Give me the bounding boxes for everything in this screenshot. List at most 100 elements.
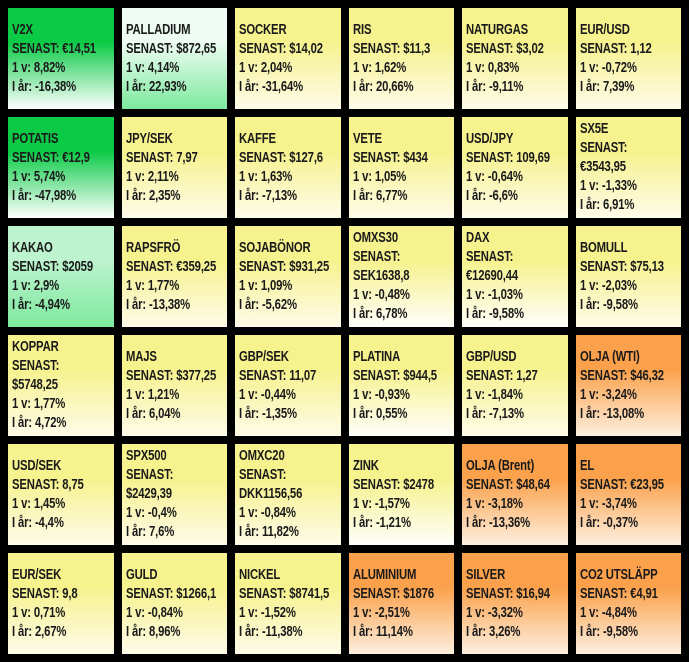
tile-gbp-usd[interactable]: GBP/USD SENAST: 1,27 1 v: -1,84% I år: -7,1… [462,335,568,436]
week-change-line: 1 v: -0,48% [352,287,410,303]
tile-platina[interactable]: PLATINA SENAST: $944,5 1 v: -0,93% I år: 0,… [348,335,454,436]
tile-text: GBP/SEK SENAST: 11,07 1 v: -0,44% I år: -1,… [239,348,341,424]
tile-eur-sek[interactable]: EUR/SEK SENAST: 9,8 1 v: 0,71% I år: 2,67% [8,553,114,654]
tile-text: EUR/SEK SENAST: 9,8 1 v: 0,71% I år: 2,67% [12,566,114,642]
tile-v2x[interactable]: V2X SENAST: €14,51 1 v: 8,82% I år: -16,38% [8,8,114,109]
year-change-line: I år: 6,04% [125,405,180,422]
tile-socker[interactable]: SOCKER SENAST: $14,02 1 v: 2,04% I år: -31,… [235,8,341,109]
tile-text: DAX SENAST: €12690,44 1 v: -1,03% I år: -9,5… [466,229,568,324]
last-price-label: SENAST: [12,358,60,374]
last-price-line: SENAST: $931,25 [239,258,330,275]
year-change-line: I år: 2,35% [125,187,180,204]
tile-zink[interactable]: ZINK SENAST: $2478 1 v: -1,57% I år: -1,21% [348,444,455,545]
tile-aluminium[interactable]: ALUMINIUM SENAST: $1876 1 v: -2,51% I år: 1… [348,553,454,654]
tile-rapsfr[interactable]: RAPSFRÖ SENAST: €359,25 1 v: 1,77% I år: -1… [121,226,228,327]
last-price-label: SENAST: [239,467,287,483]
tile-majs[interactable]: MAJS SENAST: $377,25 1 v: 1,21% I år: 6,04% [121,335,227,436]
tile-olja-brent[interactable]: OLJA (Brent) SENAST: $48,64 1 v: -3,18% I å… [462,444,568,545]
last-price-line: SENAST: $48,64 [466,476,550,493]
instrument-name: KAKAO [12,239,53,256]
tile-omxc20[interactable]: OMXC20 SENAST: DKK1156,56 1 v: -0,84% I år: … [235,444,341,545]
instrument-name: OMXC20 [239,448,285,464]
instrument-name: USD/SEK [12,457,62,474]
year-change-line: I år: -9,11% [466,78,524,95]
year-change-line: I år: 6,77% [352,187,407,204]
tile-text: GULD SENAST: $1266,1 1 v: -0,84% I år: 8,96… [126,566,228,642]
tile-ris[interactable]: RIS SENAST: $11,3 1 v: 1,62% I år: 20,66% [348,8,454,109]
last-price-line: SENAST: $1876 [352,585,434,602]
tile-sojab-nor[interactable]: SOJABÖNOR SENAST: $931,25 1 v: 1,09% I år: … [235,226,341,327]
instrument-name: NATURGAS [466,21,529,38]
tile-olja-wti[interactable]: OLJA (WTI) SENAST: $46,32 1 v: -3,24% I år:… [575,335,681,436]
instrument-name: USD/JPY [466,130,514,147]
tile-eur-usd[interactable]: EUR/USD SENAST: 1,12 1 v: -0,72% I år: 7,39… [575,8,681,109]
tile-gbp-sek[interactable]: GBP/SEK SENAST: 11,07 1 v: -0,44% I år: -1,… [235,335,341,436]
tile-jpy-sek[interactable]: JPY/SEK SENAST: 7,97 1 v: 2,11% I år: 2,35% [121,117,227,218]
tile-vete[interactable]: VETE SENAST: $434 1 v: 1,05% I år: 6,77% [348,117,454,218]
tile-text: GBP/USD SENAST: 1,27 1 v: -1,84% I år: -7,1… [466,348,568,424]
last-price-line: SENAST: $75,13 [579,258,664,275]
tile-kakao[interactable]: KAKAO SENAST: $2059 1 v: 2,9% I år: -4,94% [8,226,114,327]
week-change-line: 1 v: 1,77% [125,277,179,294]
last-price-line: SENAST: 1,12 [579,40,652,57]
year-change-line: I år: 22,93% [125,78,187,95]
week-change-line: 1 v: 1,05% [352,168,406,185]
tile-el[interactable]: EL SENAST: €23,95 1 v: -3,74% I år: -0,37% [575,444,681,545]
last-price-line: SENAST: $3,02 [466,40,544,57]
year-change-line: I år: 7,39% [579,78,634,95]
instrument-name: BOMULL [579,239,628,256]
instrument-name: SOCKER [239,21,287,38]
year-change-line: I år: -5,62% [239,296,297,313]
tile-nickel[interactable]: NICKEL SENAST: $8741,5 1 v: -1,52% I år: -1… [235,553,341,654]
year-change-line: I år: -1,21% [352,514,411,531]
week-change-line: 1 v: -0,84% [125,604,183,621]
instrument-name: V2X [12,21,33,38]
week-change-line: 1 v: 0,83% [466,59,520,76]
last-price-line: SENAST: 9,8 [12,585,78,602]
instrument-name: SX5E [579,121,608,137]
year-change-line: I år: 2,67% [12,623,67,640]
tile-omxs30[interactable]: OMXS30 SENAST: SEK1638,8 1 v: -0,48% I år: 6… [348,226,454,327]
year-change-line: I år: 0,55% [352,405,407,422]
week-change-line: 1 v: -1,57% [352,495,410,512]
year-change-line: I år: -9,58% [579,623,638,640]
last-price-label: SENAST: [352,249,400,265]
year-change-line: I år: -13,36% [466,514,530,531]
tile-sx5e[interactable]: SX5E SENAST: €3543,95 1 v: -1,33% I år: 6,91… [575,117,681,218]
year-change-line: I år: 6,78% [352,306,407,322]
year-change-line: I år: 6,91% [579,197,634,213]
tile-usd-jpy[interactable]: USD/JPY SENAST: 109,69 1 v: -0,64% I år: -6… [462,117,568,218]
year-change-line: I år: 7,6% [125,524,174,540]
tile-text: OMXC20 SENAST: DKK1156,56 1 v: -0,84% I år: … [239,447,341,542]
last-price-line: SENAST: €23,95 [579,476,664,493]
instrument-name: PLATINA [352,348,400,365]
year-change-line: I år: -1,35% [239,405,297,422]
instrument-name: EL [579,457,594,474]
instrument-name: OLJA (Brent) [466,457,535,474]
year-change-line: I år: 4,72% [12,415,67,431]
tile-guld[interactable]: GULD SENAST: $1266,1 1 v: -0,84% I år: 8,96… [121,553,228,654]
last-price-line: SENAST: $14,02 [239,40,323,57]
tile-text: RAPSFRÖ SENAST: €359,25 1 v: 1,77% I år: -1… [126,239,228,315]
tile-text: PALLADIUM SENAST: $872,65 1 v: 4,14% I år: … [126,21,228,97]
tile-kaffe[interactable]: KAFFE SENAST: $127,6 1 v: 1,63% I år: -7,13… [235,117,341,218]
instrument-name: GBP/SEK [239,348,289,365]
week-change-line: 1 v: 2,04% [239,59,293,76]
tile-co2-utsl-pp[interactable]: CO2 UTSLÄPP SENAST: €4,91 1 v: -4,84% I år:… [575,553,681,654]
week-change-line: 1 v: 1,62% [352,59,406,76]
tile-dax[interactable]: DAX SENAST: €12690,44 1 v: -1,03% I år: -9,5… [462,226,568,327]
tile-text: ZINK SENAST: $2478 1 v: -1,57% I år: -1,21% [353,457,455,533]
instrument-name: EUR/SEK [12,566,62,583]
tile-potatis[interactable]: POTATIS SENAST: €12,9 1 v: 5,74% I år: -47,… [8,117,114,218]
tile-naturgas[interactable]: NATURGAS SENAST: $3,02 1 v: 0,83% I år: -9,… [462,8,568,109]
week-change-line: 1 v: 1,21% [125,386,179,403]
tile-usd-sek[interactable]: USD/SEK SENAST: 8,75 1 v: 1,45% I år: -4,4% [8,444,114,545]
tile-silver[interactable]: SILVER SENAST: $16,94 1 v: -3,32% I år: 3,2… [462,553,568,654]
tile-koppar[interactable]: KOPPAR SENAST: $5748,25 1 v: 1,77% I år: 4,7… [8,335,114,436]
tile-bomull[interactable]: BOMULL SENAST: $75,13 1 v: -2,03% I år: -9,… [575,226,681,327]
instrument-name: NICKEL [239,566,281,583]
last-price-label: SENAST: [466,249,514,265]
week-change-line: 1 v: -1,52% [239,604,296,621]
tile-palladium[interactable]: PALLADIUM SENAST: $872,65 1 v: 4,14% I år: … [121,8,228,109]
tile-spx500[interactable]: SPX500 SENAST: $2429,39 1 v: -0,4% I år: 7,6… [121,444,227,545]
